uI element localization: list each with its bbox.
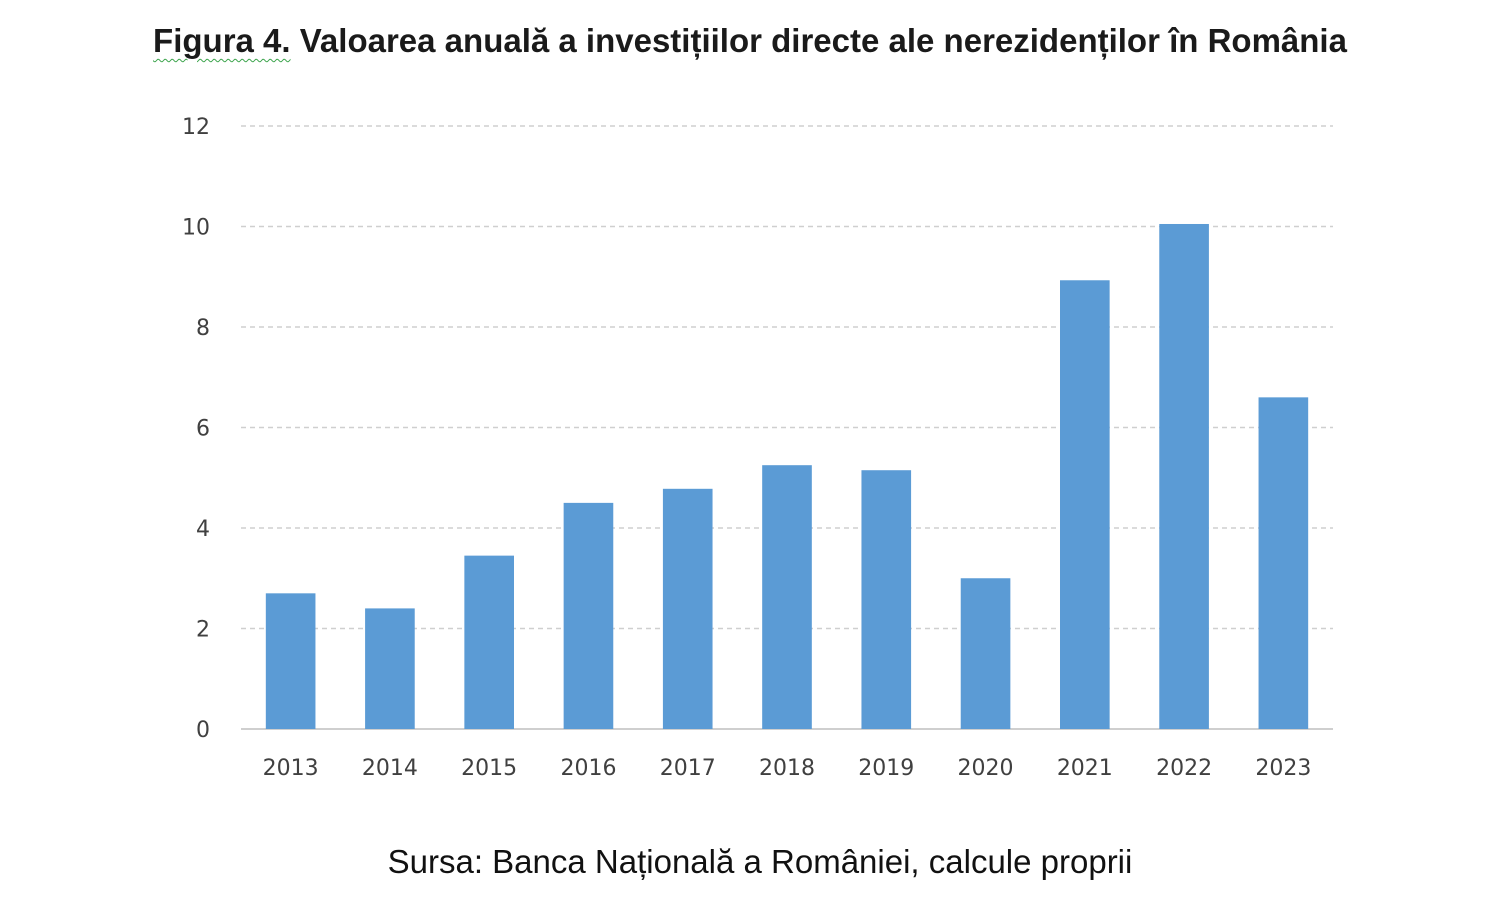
y-tick-label: 8 (196, 316, 210, 341)
source-note: Sursa: Banca Națională a României, calcu… (387, 843, 1133, 880)
bar-2019 (861, 470, 912, 729)
x-axis: 2013 2014 2015 2016 2017 2018 2019 2020 2021 2022… (263, 756, 1312, 781)
x-tick-label: 2023 (1255, 756, 1311, 781)
y-tick-label: 4 (196, 517, 210, 542)
bar-2016 (563, 502, 614, 729)
x-tick-label: 2018 (759, 756, 815, 781)
bar-2015 (464, 555, 514, 729)
bar-2023 (1258, 397, 1309, 729)
y-axis: 0 2 4 6 8 10 12 (182, 115, 210, 743)
bar-2022 (1159, 223, 1209, 730)
x-tick-label: 2019 (858, 756, 914, 781)
y-tick-label: 2 (196, 618, 210, 643)
figure-title: Figura 4. Valoarea anuală a investițiilo… (0, 22, 1500, 60)
bars (265, 223, 1309, 730)
bar-2014 (365, 608, 415, 729)
gridlines (241, 125, 1333, 730)
y-tick-label: 6 (196, 417, 210, 442)
bar-2020 (960, 578, 1011, 729)
x-tick-label: 2014 (362, 756, 418, 781)
bar-2017 (662, 488, 713, 729)
x-tick-label: 2020 (958, 756, 1014, 781)
y-tick-label: 0 (196, 718, 210, 743)
bar-2013 (265, 593, 316, 729)
x-tick-label: 2016 (560, 756, 616, 781)
y-tick-label: 12 (182, 115, 210, 140)
x-tick-label: 2022 (1156, 756, 1212, 781)
y-tick-label: 10 (182, 216, 210, 241)
x-tick-label: 2017 (660, 756, 716, 781)
figure-title-text: Valoarea anuală a investițiilor directe … (290, 22, 1347, 59)
x-tick-label: 2013 (263, 756, 319, 781)
figure-number-label: Figura 4. (153, 22, 291, 59)
bar-2021 (1060, 280, 1110, 729)
x-tick-label: 2021 (1057, 756, 1113, 781)
bar-2018 (762, 465, 812, 729)
x-tick-label: 2015 (461, 756, 517, 781)
